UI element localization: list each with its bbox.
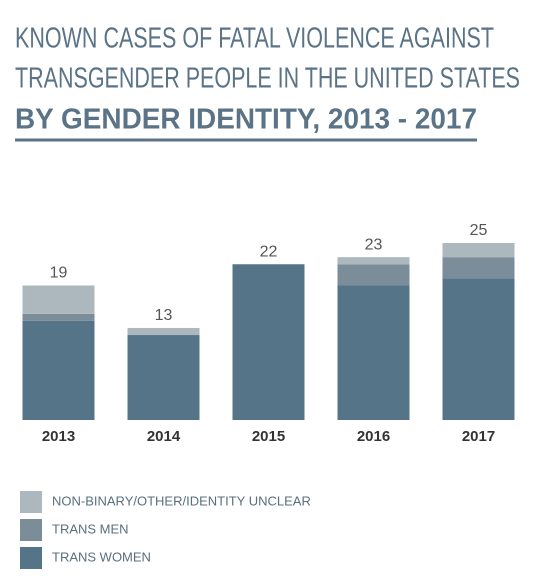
total-label: 22	[260, 243, 278, 260]
bar-segment	[22, 313, 95, 321]
bar-segment	[127, 335, 200, 420]
bar-segment	[22, 320, 95, 420]
legend-label: NON-BINARY/OTHER/IDENTITY UNCLEAR	[52, 493, 311, 508]
total-label: 19	[50, 265, 68, 282]
bar-segment	[232, 264, 305, 420]
bar-segment	[337, 257, 410, 265]
bar-segment	[442, 257, 515, 279]
bar-segment	[337, 264, 410, 286]
bar-segment	[442, 278, 515, 420]
x-tick-label: 2017	[462, 428, 495, 445]
x-tick-label: 2015	[252, 428, 285, 445]
legend-swatch	[20, 547, 42, 569]
bar-segment	[442, 243, 515, 258]
x-tick-label: 2016	[357, 428, 390, 445]
chart-subtitle: BY GENDER IDENTITY, 2013 - 2017	[15, 104, 477, 136]
x-tick-label: 2014	[147, 428, 181, 445]
total-label: 13	[155, 307, 173, 324]
chart-title: KNOWN CASES OF FATAL VIOLENCE AGAINST	[15, 23, 494, 55]
legend-label: TRANS MEN	[52, 521, 129, 536]
legend-swatch	[20, 491, 42, 513]
legend-label: TRANS WOMEN	[52, 549, 151, 564]
bar-segment	[337, 285, 410, 420]
total-label: 23	[365, 236, 383, 253]
legend-swatch	[20, 519, 42, 541]
total-label: 25	[470, 222, 488, 239]
bar-segment	[127, 327, 200, 336]
x-tick-label: 2013	[42, 428, 75, 445]
bar-segment	[22, 285, 95, 314]
chart-title: TRANSGENDER PEOPLE IN THE UNITED STATES	[15, 63, 520, 95]
